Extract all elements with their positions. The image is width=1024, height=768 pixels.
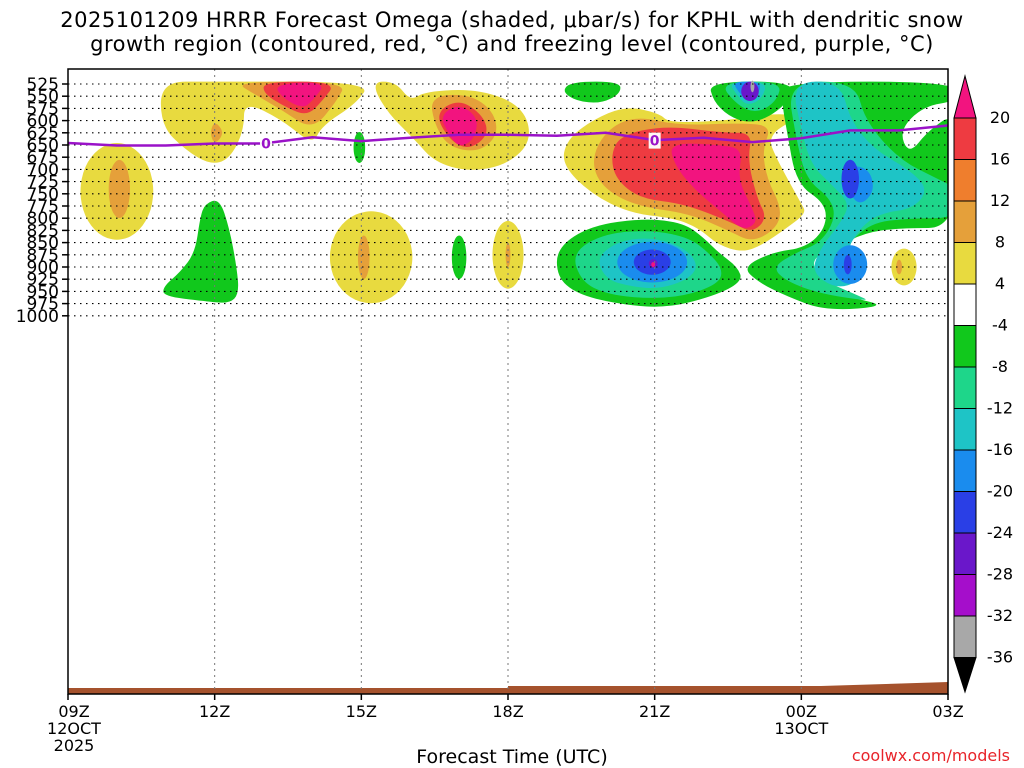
colorbar-swatch: [953, 117, 977, 160]
omega-orange-low2: [505, 242, 511, 267]
colorbar-label: 16: [990, 150, 1010, 169]
x-tick-year: 2025: [53, 736, 95, 755]
chart-title: 2025101209 HRRR Forecast Omega (shaded, …: [0, 8, 1024, 56]
y-tick-label: 750: [27, 185, 59, 205]
colorbar-swatch: [953, 242, 977, 285]
colorbar-label: -8: [992, 357, 1008, 376]
colorbar-label: -12: [987, 399, 1013, 418]
colorbar-label: -20: [987, 482, 1013, 501]
x-tick-label: 09Z: [58, 702, 90, 721]
y-tick-label: 575: [27, 99, 59, 119]
omega-green-15: [353, 131, 366, 163]
colorbar-swatch: [953, 325, 977, 368]
x-tick-label: 03Z: [932, 702, 964, 721]
colorbar-label: -24: [987, 523, 1013, 542]
omega-yellow-low3: [891, 248, 917, 286]
omega-orange-12: [211, 123, 222, 142]
colorbar-label: -4: [992, 316, 1008, 335]
omega-green-top: [564, 81, 621, 103]
omega-grey-topright: [750, 80, 755, 93]
title-line-1: 2025101209 HRRR Forecast Omega (shaded, …: [60, 8, 964, 32]
x-axis-title: Forecast Time (UTC): [416, 746, 608, 768]
freezing-level-label: 0: [261, 137, 271, 153]
omega-green-17: [451, 235, 467, 279]
colorbar-swatch: [953, 366, 977, 409]
y-tick-label: 650: [27, 136, 59, 156]
colorbar-label: -16: [987, 440, 1013, 459]
y-tick-label: 625: [27, 124, 59, 144]
y-tick-label: 700: [27, 160, 59, 180]
y-tick-label: 900: [27, 258, 59, 278]
omega-orange-left: [108, 159, 130, 218]
colorbar-swatch: [953, 408, 977, 451]
y-tick-label: 875: [27, 246, 59, 266]
y-tick-label: 675: [27, 148, 59, 168]
terrain-rise: [508, 682, 948, 694]
y-tick-label: 975: [27, 295, 59, 315]
x-tick-label: 12Z: [199, 702, 231, 721]
title-line-2: growth region (contoured, red, °C) and f…: [90, 32, 934, 56]
omega-magenta-right: [671, 143, 756, 228]
colorbar-swatch: [953, 449, 977, 492]
x-tick-label: 15Z: [345, 702, 377, 721]
y-tick-label: 725: [27, 173, 59, 193]
omega-orange-low3: [896, 259, 902, 275]
x-tick-label: 00Z: [785, 702, 817, 721]
colorbar-label: 12: [990, 191, 1010, 210]
y-tick-label: 600: [27, 112, 59, 132]
colorbar-label: 4: [995, 274, 1005, 293]
y-tick-label: 850: [27, 234, 59, 254]
colorbar-swatch: [953, 200, 977, 243]
omega-magenta-core: [651, 262, 656, 267]
colorbar-swatch: [953, 574, 977, 617]
y-tick-label: 825: [27, 221, 59, 241]
x-tick-date: 12OCT: [47, 719, 101, 738]
omega-magenta-upper: [277, 82, 322, 107]
x-tick-date: 13OCT: [774, 719, 829, 738]
x-tick-label: 18Z: [492, 702, 524, 721]
omega-purple-topright: [741, 81, 759, 101]
y-tick-label: 775: [27, 197, 59, 217]
omega-db-east: [841, 159, 859, 199]
freezing-label-bg: [260, 135, 272, 152]
freezing-label-bg: [648, 132, 661, 149]
colorbar-swatch: [953, 532, 977, 575]
colorbar-label: -32: [987, 606, 1013, 625]
y-tick-label: 550: [27, 87, 59, 107]
colorbar-swatch: [953, 283, 977, 326]
y-tick-label: 800: [27, 209, 59, 229]
omega-yellow-low1: [329, 211, 413, 304]
y-tick-label: 525: [27, 75, 59, 95]
credit-link[interactable]: coolwx.com/models: [851, 746, 1010, 765]
colorbar-label: -36: [987, 648, 1013, 667]
omega-orange-low1: [357, 235, 370, 279]
freezing-level-label: 0: [650, 134, 660, 150]
colorbar-bottom-arrow: [953, 657, 977, 694]
colorbar-swatch: [953, 491, 977, 534]
y-tick-label: 1000: [16, 307, 59, 327]
x-tick-label: 21Z: [639, 702, 671, 721]
colorbar-swatch: [953, 159, 977, 202]
omega-green-left: [163, 200, 239, 303]
freezing-level-line: [68, 124, 948, 147]
colorbar-label: 8: [995, 233, 1005, 252]
colorbar-top-arrow: [953, 74, 977, 119]
y-tick-label: 925: [27, 270, 59, 290]
colorbar-swatch: [953, 615, 977, 658]
omega-db-east2: [843, 254, 852, 275]
y-tick-label: 950: [27, 282, 59, 302]
colorbar-label: -28: [987, 565, 1013, 584]
colorbar-label: 20: [990, 108, 1010, 127]
